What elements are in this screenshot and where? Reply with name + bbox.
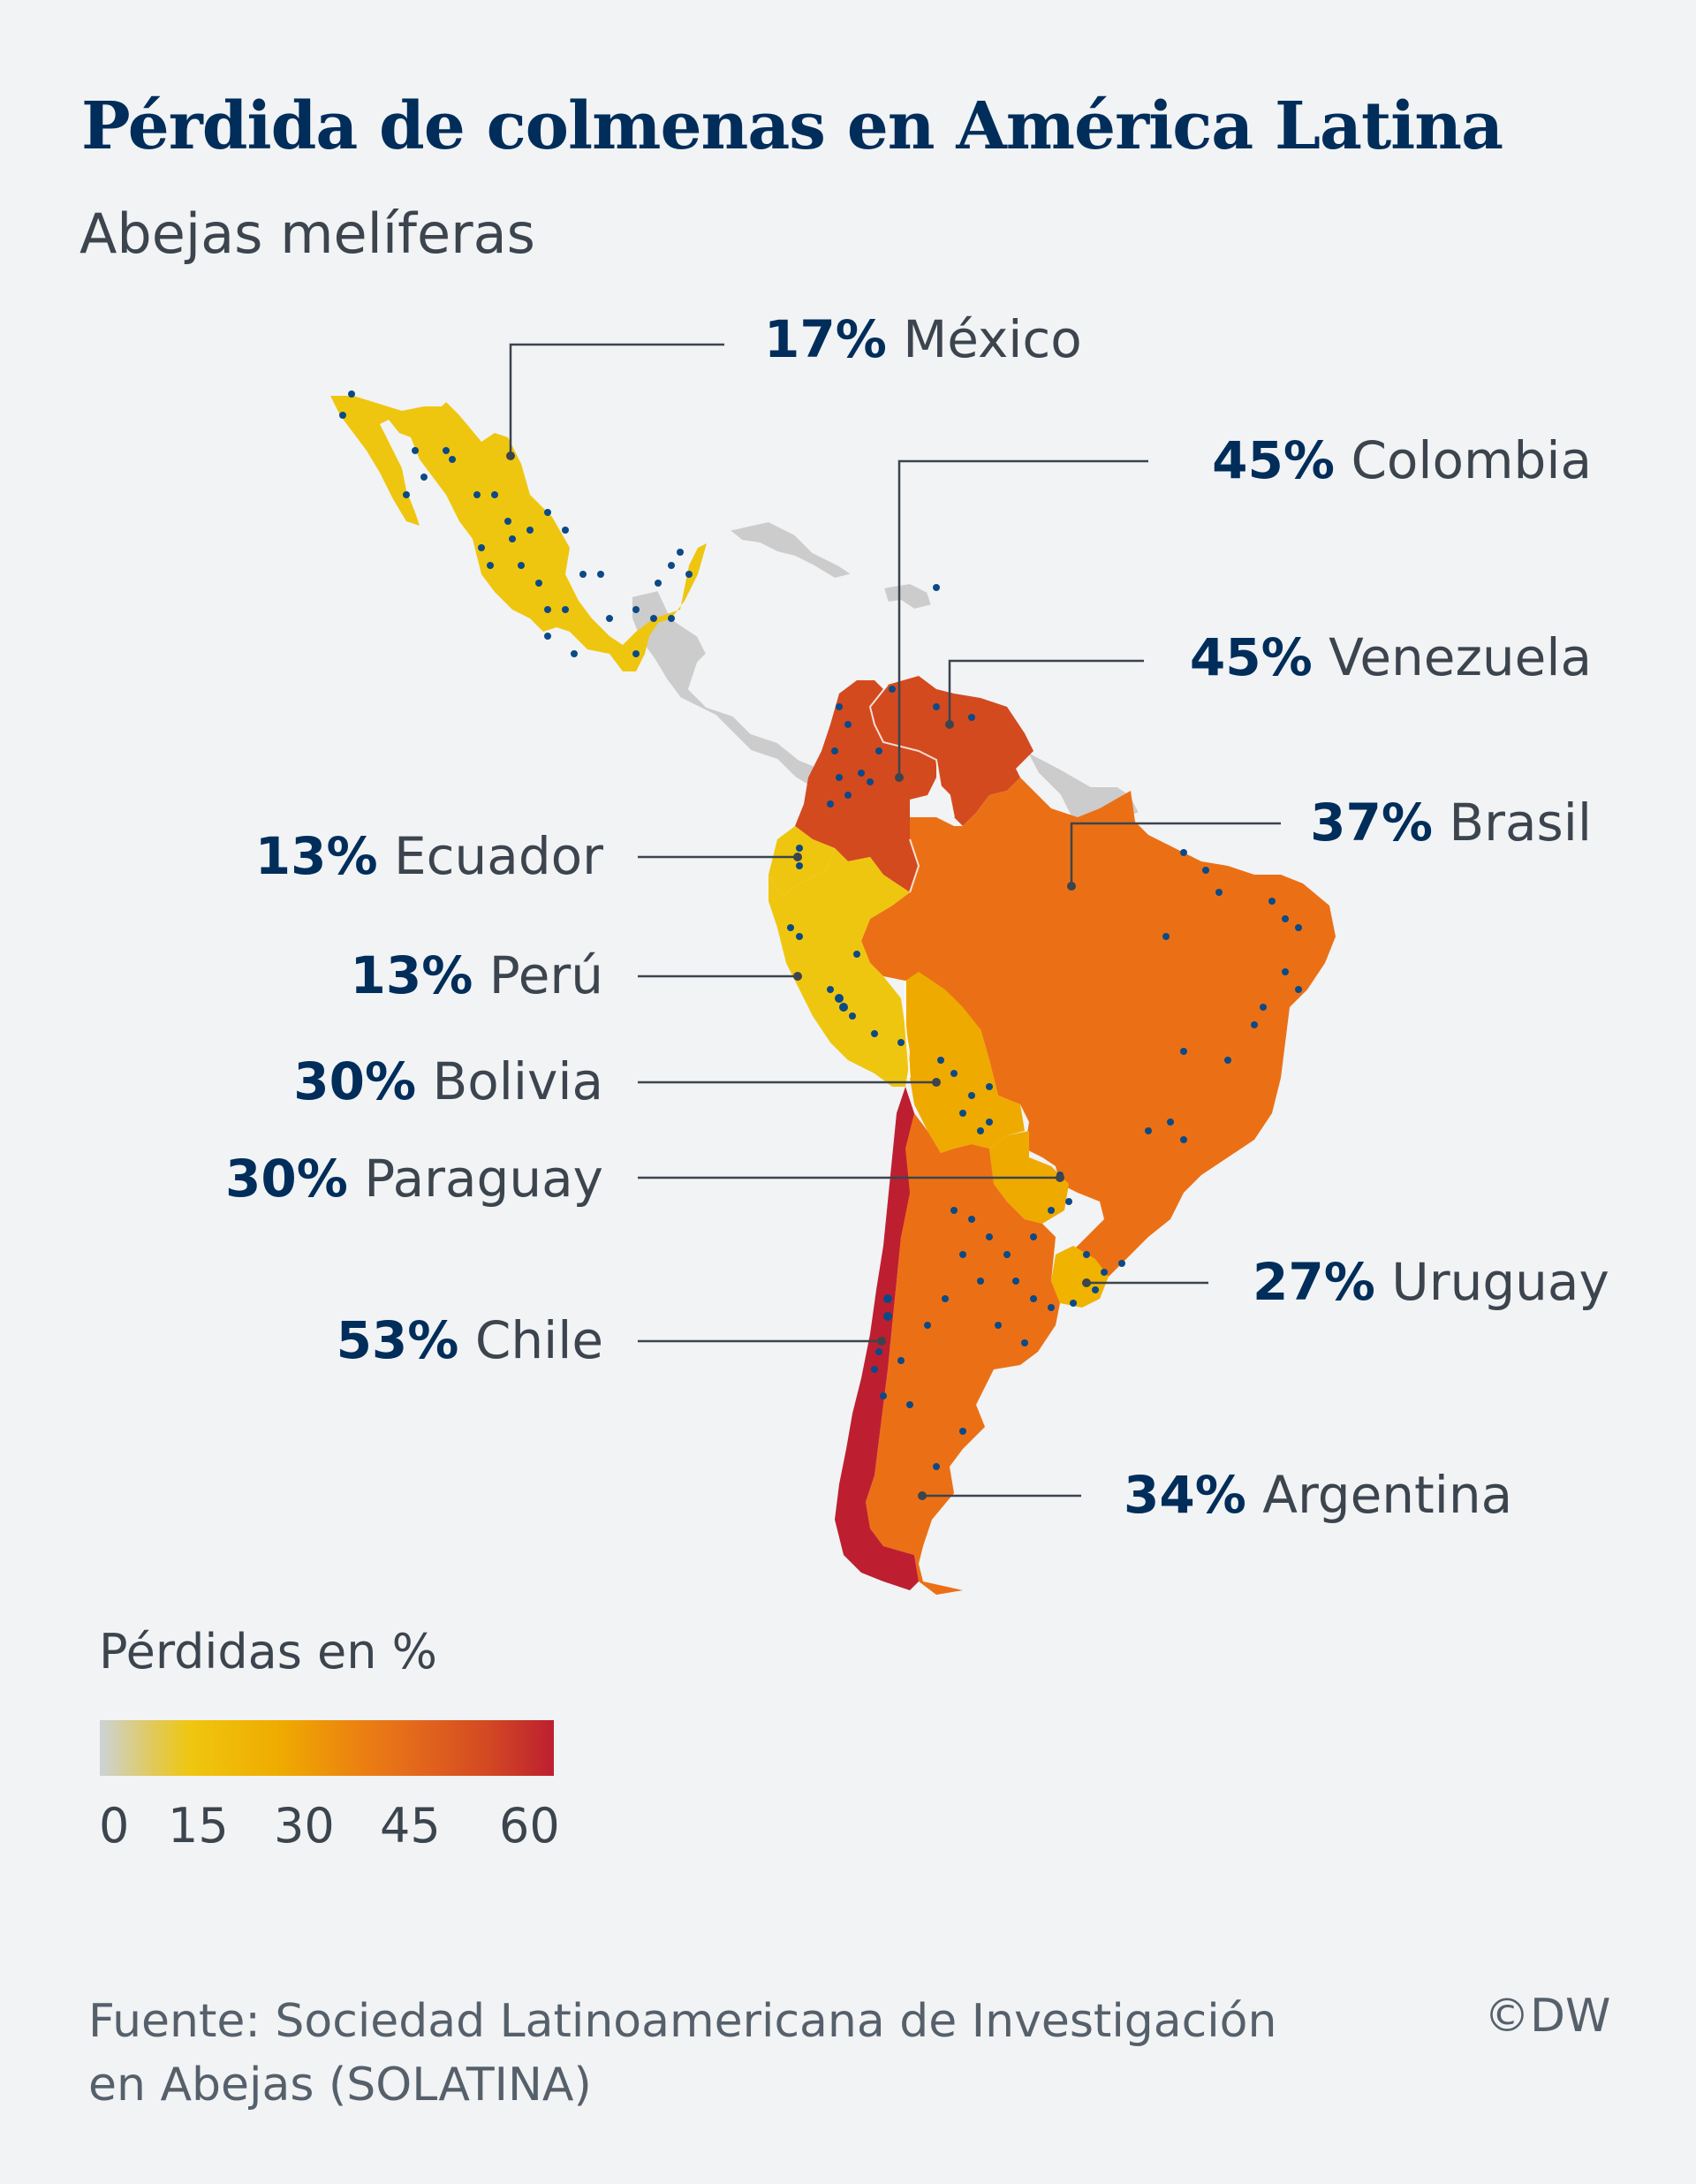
country-argentina <box>866 1113 1060 1595</box>
sample-points <box>339 391 1302 1470</box>
legend-title: Pérdidas en % <box>99 1624 437 1680</box>
country-ecuador <box>768 826 835 897</box>
legend-tick-60: 60 <box>499 1798 560 1854</box>
legend-tick-0: 0 <box>99 1798 130 1854</box>
country-mexico <box>330 396 707 671</box>
chart-title: Pérdida de colmenas en América Latina <box>81 88 1503 164</box>
leader-mexico <box>509 343 724 456</box>
source-line-2: en Abejas (SOLATINA) <box>88 2059 592 2112</box>
leader-brasil <box>1070 822 1281 886</box>
label-mexico: 17% México <box>764 309 1082 369</box>
label-bolivia: 30% Bolivia <box>293 1051 603 1111</box>
legend-tick-15: 15 <box>168 1798 229 1854</box>
label-paraguay: 30% Paraguay <box>224 1149 603 1209</box>
label-chile: 53% Chile <box>336 1310 603 1370</box>
leader-colombia <box>897 459 1148 777</box>
label-argentina: 34% Argentina <box>1124 1465 1513 1525</box>
legend-tick-45: 45 <box>380 1798 441 1854</box>
legend-color-scale <box>100 1720 554 1776</box>
label-peru: 13% Perú <box>350 945 603 1005</box>
label-venezuela: 45% Venezuela <box>1189 627 1592 687</box>
chart-subtitle: Abejas melíferas <box>80 201 535 266</box>
label-colombia: 45% Colombia <box>1212 430 1592 490</box>
source-line-1: Fuente: Sociedad Latinoamericana de Inve… <box>88 1995 1277 2048</box>
label-uruguay: 27% Uruguay <box>1253 1252 1609 1312</box>
label-ecuador: 13% Ecuador <box>254 826 603 886</box>
source-note: Fuente: Sociedad Latinoamericana de Inve… <box>88 1990 1276 2117</box>
country-venezuela <box>870 676 1034 826</box>
leader-venezuela <box>948 659 1144 724</box>
label-brasil: 37% Brasil <box>1310 792 1592 853</box>
leader-lines <box>509 343 1281 1498</box>
country-colombia <box>795 680 936 892</box>
country-brazil <box>861 777 1336 1290</box>
country-bolivia <box>905 972 1025 1153</box>
copyright: ©DW <box>1484 1990 1611 2043</box>
country-peru <box>768 848 910 1087</box>
legend-tick-30: 30 <box>274 1798 335 1854</box>
country-chile <box>835 1087 919 1590</box>
